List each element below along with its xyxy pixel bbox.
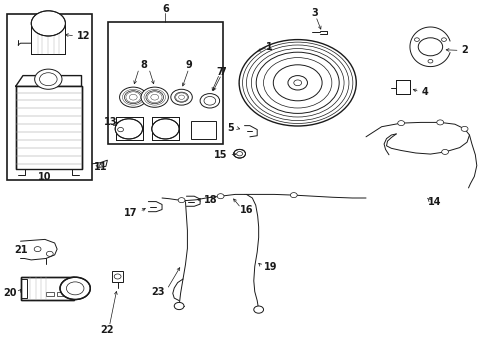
Circle shape (170, 89, 192, 105)
Text: 19: 19 (263, 262, 277, 272)
Bar (7, 14, 92, 180)
Text: 9: 9 (185, 60, 192, 70)
Circle shape (35, 69, 62, 89)
Circle shape (441, 149, 447, 154)
Bar (191, 121, 215, 139)
Text: 11: 11 (94, 162, 107, 172)
Circle shape (141, 87, 168, 107)
Text: 15: 15 (214, 150, 227, 160)
Bar (21, 279, 27, 298)
Circle shape (397, 121, 404, 126)
Text: 10: 10 (38, 172, 52, 183)
Text: 18: 18 (203, 195, 217, 205)
Text: 22: 22 (101, 325, 114, 336)
Bar (31, 23, 65, 54)
Text: 13: 13 (104, 117, 117, 127)
Circle shape (233, 149, 245, 158)
Text: 4: 4 (421, 87, 427, 97)
Circle shape (151, 119, 179, 139)
Bar (395, 80, 409, 94)
Circle shape (290, 193, 297, 198)
Bar (116, 117, 142, 140)
Text: 23: 23 (151, 287, 164, 297)
Bar (112, 271, 123, 282)
Circle shape (60, 277, 90, 300)
Text: 17: 17 (124, 208, 137, 218)
Bar (21, 277, 74, 300)
Text: 1: 1 (265, 42, 272, 52)
Circle shape (253, 306, 263, 313)
Bar (21, 277, 74, 300)
Circle shape (31, 11, 65, 36)
Text: 20: 20 (3, 288, 17, 298)
Text: 8: 8 (140, 60, 147, 70)
Circle shape (436, 120, 443, 125)
Text: 7: 7 (216, 67, 223, 77)
Bar (152, 117, 179, 140)
Bar (46, 292, 54, 296)
Text: 16: 16 (240, 205, 253, 215)
Text: 14: 14 (427, 197, 441, 207)
Circle shape (115, 119, 142, 139)
Circle shape (200, 94, 219, 108)
Text: 3: 3 (311, 8, 318, 18)
Text: 2: 2 (460, 45, 467, 55)
Bar (16, 86, 81, 169)
Bar (57, 292, 65, 296)
Text: 12: 12 (77, 31, 90, 41)
Circle shape (174, 302, 183, 310)
Circle shape (217, 194, 224, 199)
Circle shape (460, 126, 467, 131)
Circle shape (120, 87, 146, 107)
Bar (395, 80, 409, 94)
Circle shape (178, 198, 184, 203)
Circle shape (239, 40, 356, 126)
Bar (116, 117, 142, 140)
Text: 5: 5 (227, 123, 234, 133)
Bar (31, 23, 65, 54)
Bar (152, 117, 179, 140)
Text: 6: 6 (162, 4, 168, 14)
Text: 7: 7 (219, 67, 226, 77)
Bar (108, 22, 223, 144)
Text: 21: 21 (15, 245, 28, 255)
